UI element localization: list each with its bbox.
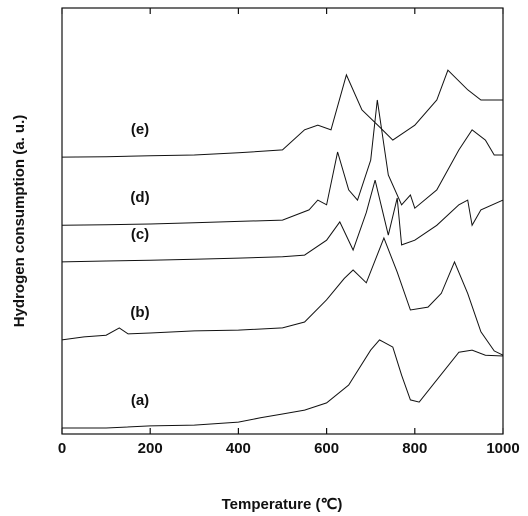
series-label: (e) [131,121,149,138]
series-line [61,179,504,263]
x-tick-label: 200 [138,440,163,457]
x-tick-label: 0 [58,440,66,457]
series-label: (a) [131,392,149,409]
series-label: (b) [130,304,149,321]
series-line [61,236,504,356]
x-axis-label: Temperature (℃) [222,496,343,513]
plot-frame [61,7,504,435]
series-line [61,69,503,158]
x-tick-label: 600 [314,440,339,457]
x-tick-label: 800 [402,440,427,457]
y-axis-label: Hydrogen consumption (a. u.) [11,115,28,328]
series-line [62,339,504,429]
series-line [61,99,503,226]
x-tick-label: 400 [226,440,251,457]
x-tick-label: 1000 [486,440,519,457]
series-label: (d) [130,189,149,206]
series-label: (c) [131,226,149,243]
